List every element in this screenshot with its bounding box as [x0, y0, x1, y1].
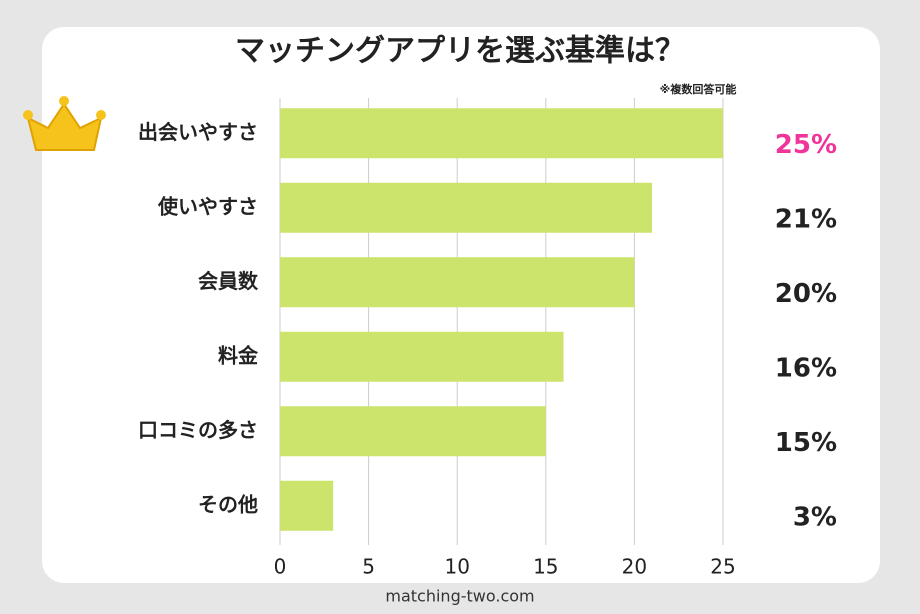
crown-icon	[23, 96, 106, 151]
x-tick-label: 20	[622, 555, 647, 579]
category-label: 会員数	[198, 269, 259, 293]
category-label: 出会いやすさ	[138, 120, 258, 144]
chart-title: マッチングアプリを選ぶ基準は？	[235, 34, 685, 69]
category-label: 口コミの多さ	[138, 418, 258, 442]
source: matching-two.com	[385, 587, 534, 606]
bar	[280, 406, 546, 457]
value-label: 15%	[775, 428, 837, 458]
note: ※複数回答可能	[660, 82, 737, 96]
bar	[280, 182, 653, 233]
value-label: 21%	[775, 204, 837, 234]
category-label: 料金	[218, 343, 259, 367]
value-label: 16%	[775, 353, 837, 383]
bar	[280, 480, 334, 531]
value-label: 25%	[775, 130, 837, 160]
category-label: 使いやすさ	[157, 194, 258, 218]
value-label: 3%	[793, 502, 837, 532]
x-tick-label: 10	[444, 555, 469, 579]
category-label: その他	[198, 492, 258, 516]
bar	[280, 257, 635, 308]
bar	[280, 331, 564, 382]
bar	[280, 108, 723, 159]
x-tick-label: 5	[362, 555, 375, 579]
x-tick-label: 15	[533, 555, 558, 579]
x-tick-label: 0	[274, 555, 287, 579]
x-tick-label: 25	[710, 555, 735, 579]
value-label: 20%	[775, 279, 837, 309]
